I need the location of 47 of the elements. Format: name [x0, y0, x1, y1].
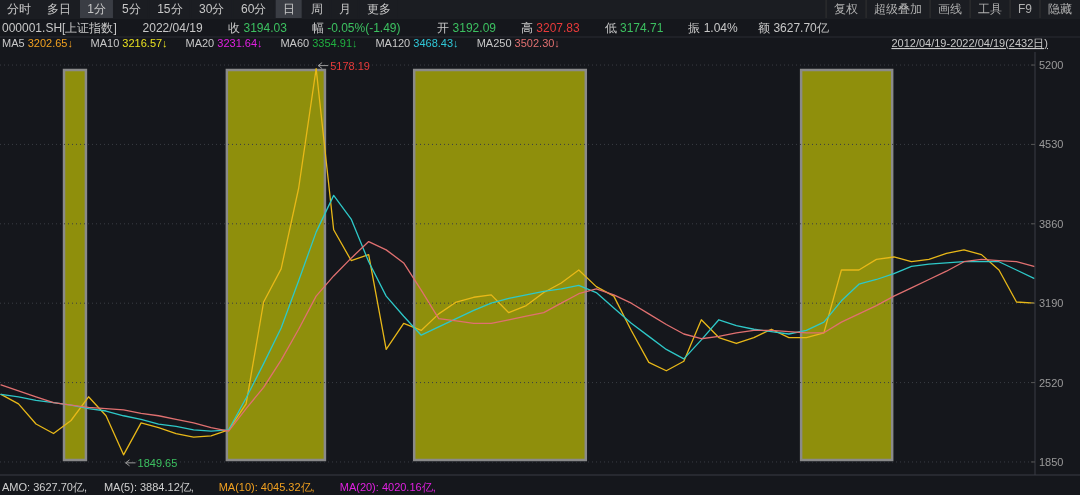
tab-button: 1分 [80, 0, 113, 18]
text: MA5 3202.65↓ [2, 37, 73, 49]
text: MA60 3354.91↓ [280, 37, 358, 49]
y-tick-label: 2520 [1039, 376, 1064, 389]
tool-button: 复权 [825, 0, 859, 19]
y-tick-label: 3860 [1039, 217, 1064, 230]
text: 振 1.04% [688, 21, 739, 35]
tab-button: 更多 [359, 0, 398, 18]
line-series [0, 240, 1035, 432]
text: MA(20): 4020.16亿, [339, 481, 436, 493]
tool-button: 画线 [929, 0, 963, 19]
text: 000001.SH[上证指数] [2, 21, 117, 35]
y-tick-label: 4530 [1039, 138, 1064, 151]
text: 幅 -0.05%(-1.49) [311, 21, 401, 35]
text: 高 3207.83 [520, 21, 580, 35]
tab-button: 5分 [114, 0, 148, 18]
annotation: 5178.19 [330, 59, 370, 72]
tab-button: 周 [303, 0, 330, 18]
tab-button: 15分 [149, 0, 190, 18]
tab-button: 多日 [40, 0, 78, 18]
tab-button: 60分 [233, 0, 274, 18]
y-tick-label: 3190 [1039, 297, 1064, 310]
text: MA(5): 3884.12亿, [103, 481, 194, 493]
text: MA120 3468.43↓ [375, 37, 459, 49]
text: 收 3194.03 [228, 21, 288, 35]
y-tick-label: 5200 [1039, 59, 1064, 72]
annotation: 1849.65 [137, 456, 178, 469]
text: MA10 3216.57↓ [90, 37, 168, 49]
tool-button: 超级叠加 [865, 0, 923, 19]
text: 2012/04/19-2022/04/19(2432日) [891, 37, 1048, 49]
text: 2022/04/19 [142, 21, 203, 35]
text: AMO: 3627.70亿, [2, 481, 87, 493]
text: 低 3174.71 [604, 21, 664, 35]
text: 开 3192.09 [437, 21, 497, 35]
tool-button: F9 [1009, 0, 1033, 19]
tab-button: 月 [331, 0, 358, 18]
text: MA(10): 4045.32亿, [218, 481, 315, 493]
tool-button: 隐藏 [1039, 0, 1072, 19]
tool-button: 工具 [969, 0, 1003, 19]
tab-button: 30分 [191, 0, 232, 18]
text: MA250 3502.30↓ [476, 37, 560, 49]
line-series [0, 194, 1035, 432]
text: 额 3627.70亿 [758, 21, 829, 35]
y-tick-label: 1850 [1039, 455, 1064, 468]
tab-button: 分时 [0, 0, 38, 18]
text: MA20 3231.64↓ [185, 37, 263, 49]
tab-button: 日 [275, 0, 302, 18]
